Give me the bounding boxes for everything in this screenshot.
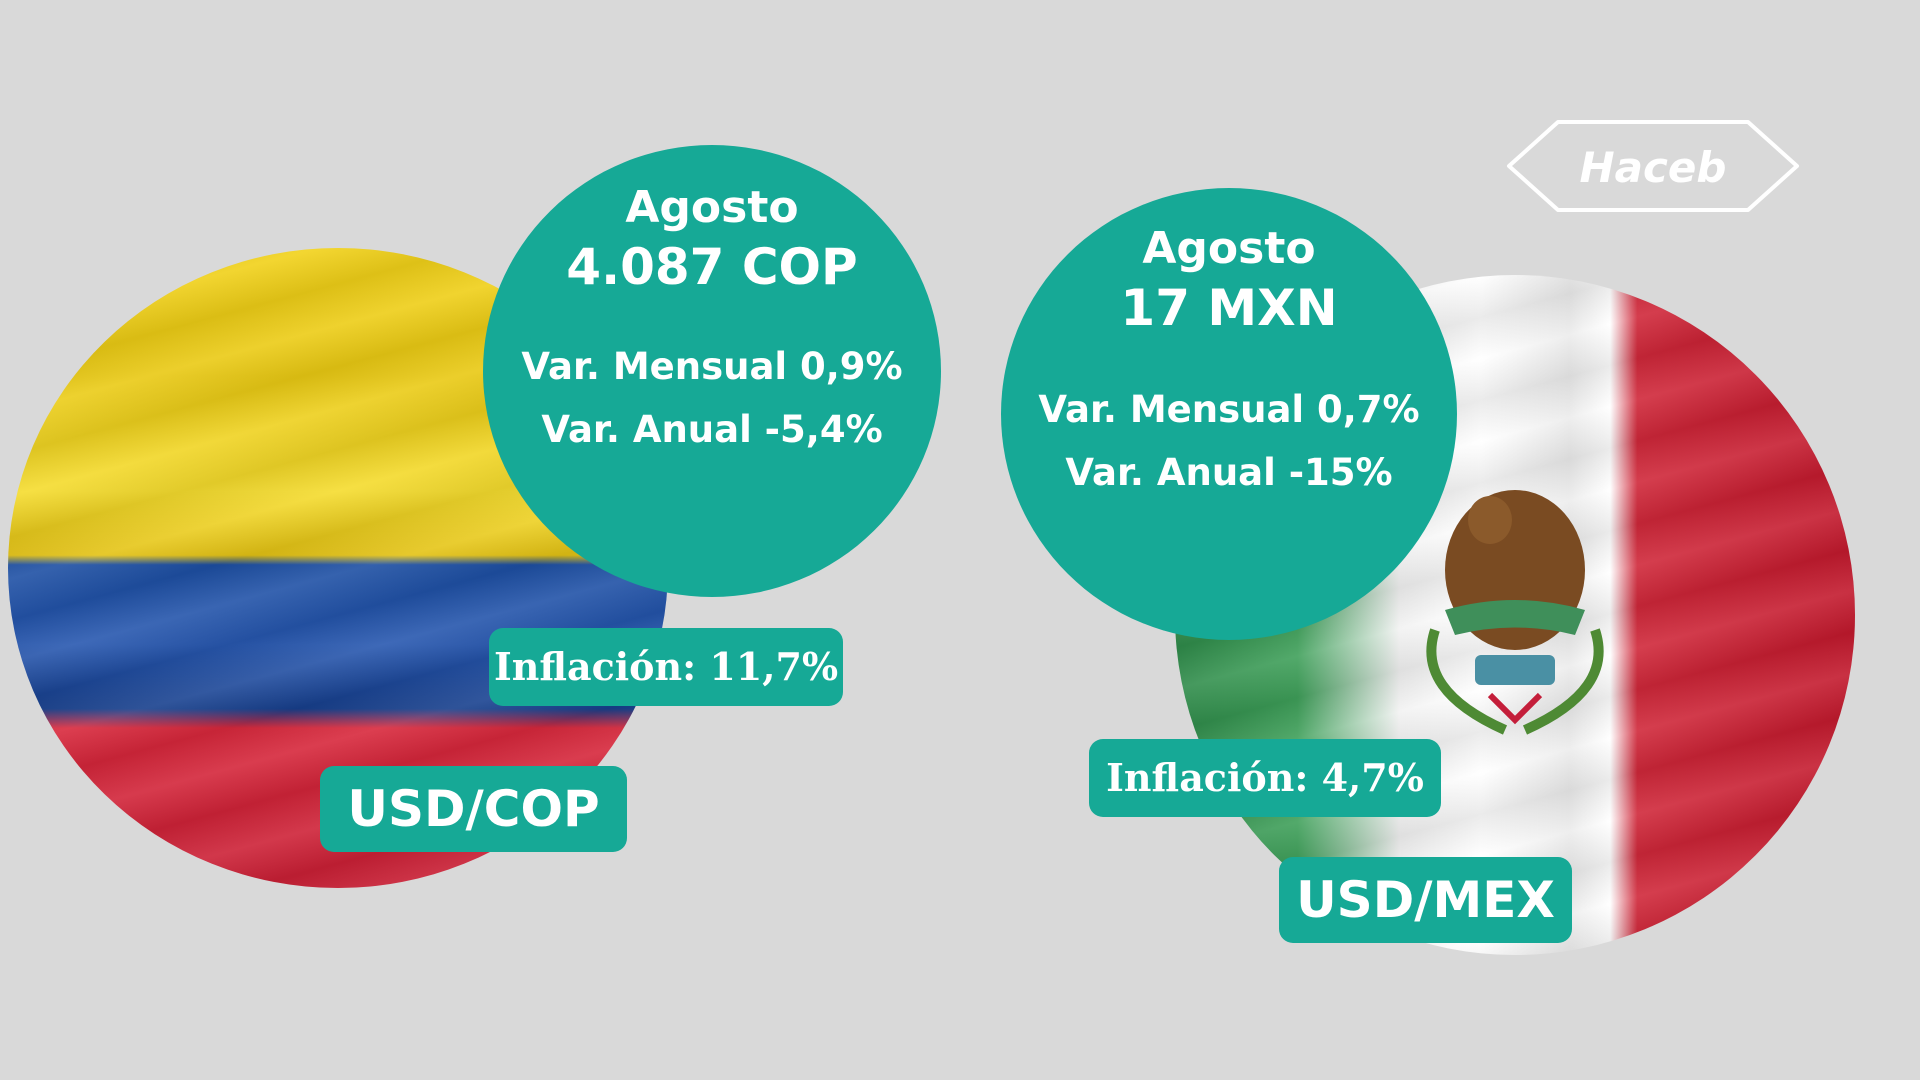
- colombia-inflation-badge: Inflación: 11,7%: [489, 628, 843, 706]
- annual-variation: Var. Anual -15%: [1065, 451, 1393, 494]
- mexico-coat-of-arms-icon: [1426, 490, 1604, 735]
- monthly-variation: Var. Mensual 0,7%: [1038, 388, 1420, 431]
- annual-variation: Var. Anual -5,4%: [541, 408, 883, 451]
- month-label: Agosto: [625, 182, 799, 233]
- mexico-inflation-badge: Inflación: 4,7%: [1089, 739, 1441, 817]
- logo-text: Haceb: [1580, 143, 1727, 192]
- colombia-summary-circle: Agosto 4.087 COP Var. Mensual 0,9% Var. …: [483, 145, 941, 597]
- colombia-currency-pair-badge: USD/COP: [320, 766, 627, 852]
- mexico-summary-circle: Agosto 17 MXN Var. Mensual 0,7% Var. Anu…: [1001, 188, 1457, 640]
- exchange-rate-value: 4.087 COP: [566, 238, 858, 296]
- haceb-logo-icon: Haceb: [1507, 120, 1799, 212]
- exchange-rate-value: 17 MXN: [1120, 279, 1338, 337]
- month-label: Agosto: [1142, 223, 1316, 274]
- mexico-currency-pair-badge: USD/MEX: [1279, 857, 1572, 943]
- monthly-variation: Var. Mensual 0,9%: [521, 345, 903, 388]
